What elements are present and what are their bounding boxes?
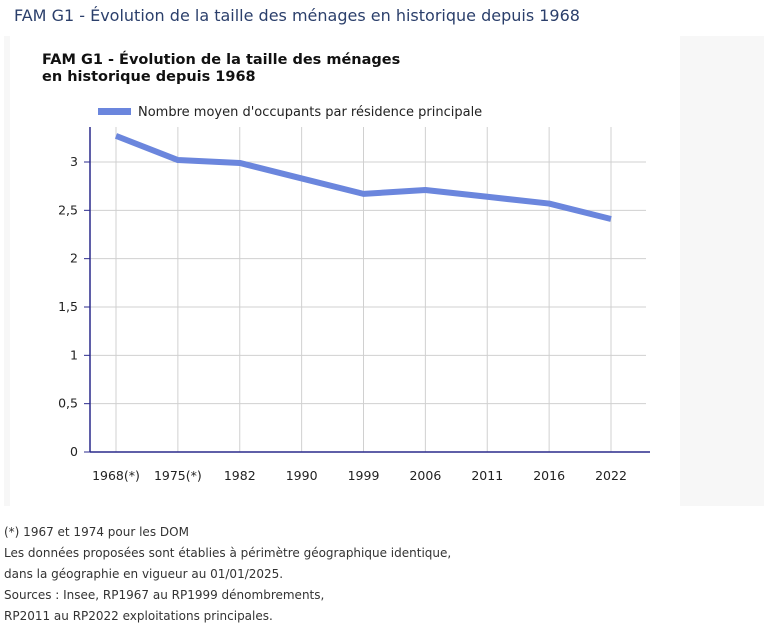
chart-legend: Nombre moyen d'occupants par résidence p… [98, 105, 482, 120]
chart-panel: FAM G1 - Évolution de la taille des ména… [4, 36, 764, 506]
x-tick-label: 1975(*) [154, 468, 202, 483]
x-tick-label: 2016 [533, 468, 565, 483]
x-tick-label: 1982 [224, 468, 256, 483]
y-tick-label: 2 [70, 251, 78, 266]
chart-series [114, 133, 612, 222]
x-tick-label: 2022 [595, 468, 627, 483]
x-axis-labels: 1968(*) 1975(*) 1982 1990 1999 2006 2011 2016 20… [92, 468, 627, 483]
y-tick-label: 2,5 [58, 202, 78, 217]
chart-grid [90, 126, 646, 452]
y-tick-label: 1 [70, 347, 78, 362]
x-tick-label: 2006 [409, 468, 441, 483]
y-tick-label: 3 [70, 154, 78, 169]
x-tick-label: 1990 [286, 468, 318, 483]
y-tick-label: 0 [70, 444, 78, 459]
note-line: dans la géographie en vigueur au 01/01/2… [4, 567, 284, 581]
legend-swatch [98, 108, 131, 115]
line-chart: Nombre moyen d'occupants par résidence p… [58, 105, 650, 483]
y-axis-labels: 0 0,5 1 1,5 2 2,5 3 [58, 154, 78, 459]
note-line: Les données proposées sont établies à pé… [4, 546, 452, 560]
y-tick-label: 1,5 [58, 299, 78, 314]
x-tick-label: 1999 [348, 468, 380, 483]
chart-notes: (*) 1967 et 1974 pour les DOM Les donnée… [4, 522, 764, 627]
chart-card: FAM G1 - Évolution de la taille des ména… [10, 36, 680, 506]
note-line: (*) 1967 et 1974 pour les DOM [4, 525, 189, 539]
note-line: RP2011 au RP2022 exploitations principal… [4, 609, 273, 623]
chart-title: FAM G1 - Évolution de la taille des ména… [42, 52, 401, 85]
series-line [114, 133, 612, 222]
page-title: FAM G1 - Évolution de la taille des ména… [14, 6, 580, 25]
legend-label: Nombre moyen d'occupants par résidence p… [138, 105, 482, 120]
x-tick-label: 2011 [471, 468, 503, 483]
x-tick-label: 1968(*) [92, 468, 140, 483]
note-line: Sources : Insee, RP1967 au RP1999 dénomb… [4, 588, 325, 602]
y-tick-label: 0,5 [58, 396, 78, 411]
chart-axes [84, 126, 650, 453]
